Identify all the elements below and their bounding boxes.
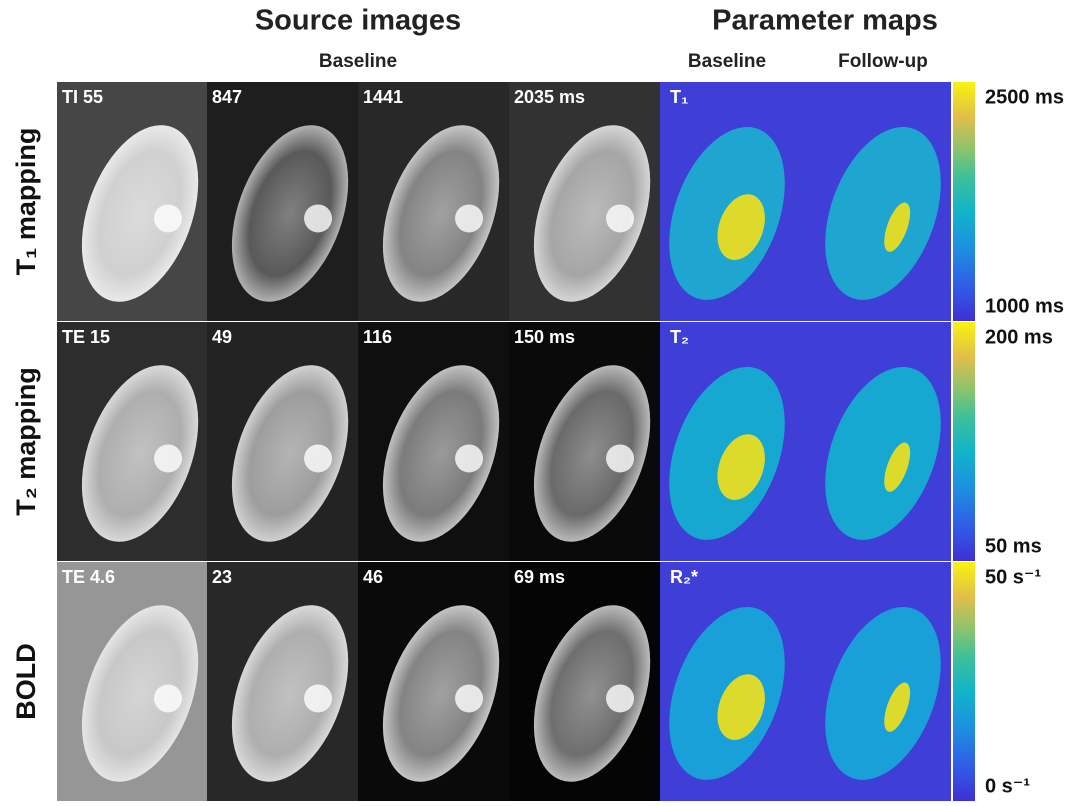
colorbar-min: 0 s⁻¹: [985, 775, 1030, 797]
colorbar-min: 1000 ms: [985, 295, 1064, 317]
echo-label: 2035 ms: [514, 87, 585, 107]
hilum: [455, 444, 483, 472]
hilum: [455, 684, 483, 712]
maps-baseline: Baseline: [688, 51, 766, 72]
echo-label: 150 ms: [514, 327, 575, 347]
hilum: [455, 204, 483, 232]
echo-label: TE 4.6: [62, 567, 115, 587]
hilum: [304, 444, 332, 472]
echo-label: 69 ms: [514, 567, 565, 587]
source-title: Source images: [255, 5, 461, 37]
maps-title: Parameter maps: [712, 5, 938, 37]
hilum: [304, 684, 332, 712]
colorbar: [953, 322, 975, 561]
hilum: [154, 204, 182, 232]
hilum: [154, 444, 182, 472]
colorbar-max: 50 s⁻¹: [985, 566, 1041, 588]
maps-followup: Follow-up: [838, 51, 928, 72]
map-label: R₂*: [670, 567, 698, 587]
colorbar: [953, 562, 975, 801]
echo-label: 46: [363, 567, 383, 587]
colorbar: [953, 82, 975, 321]
colorbar-min: 50 ms: [985, 535, 1042, 557]
figure: Source images Baseline Parameter maps Ba…: [0, 0, 1080, 801]
echo-label: 49: [212, 327, 232, 347]
row-label: T₁ mapping: [11, 128, 41, 276]
hilum: [606, 684, 634, 712]
map-label: T₂: [670, 327, 689, 347]
hilum: [304, 204, 332, 232]
echo-label: 847: [212, 87, 242, 107]
echo-label: TI 55: [62, 87, 103, 107]
echo-label: 116: [363, 327, 392, 347]
echo-label: 23: [212, 567, 232, 587]
source-subtitle: Baseline: [319, 51, 397, 72]
hilum: [606, 444, 634, 472]
hilum: [606, 204, 634, 232]
colorbar-max: 2500 ms: [985, 86, 1064, 108]
echo-label: TE 15: [62, 327, 110, 347]
echo-label: 1441: [363, 87, 403, 107]
row-label: BOLD: [11, 643, 41, 720]
colorbar-max: 200 ms: [985, 326, 1053, 348]
row-label: T₂ mapping: [11, 367, 41, 516]
hilum: [154, 684, 182, 712]
map-label: T₁: [670, 87, 688, 107]
